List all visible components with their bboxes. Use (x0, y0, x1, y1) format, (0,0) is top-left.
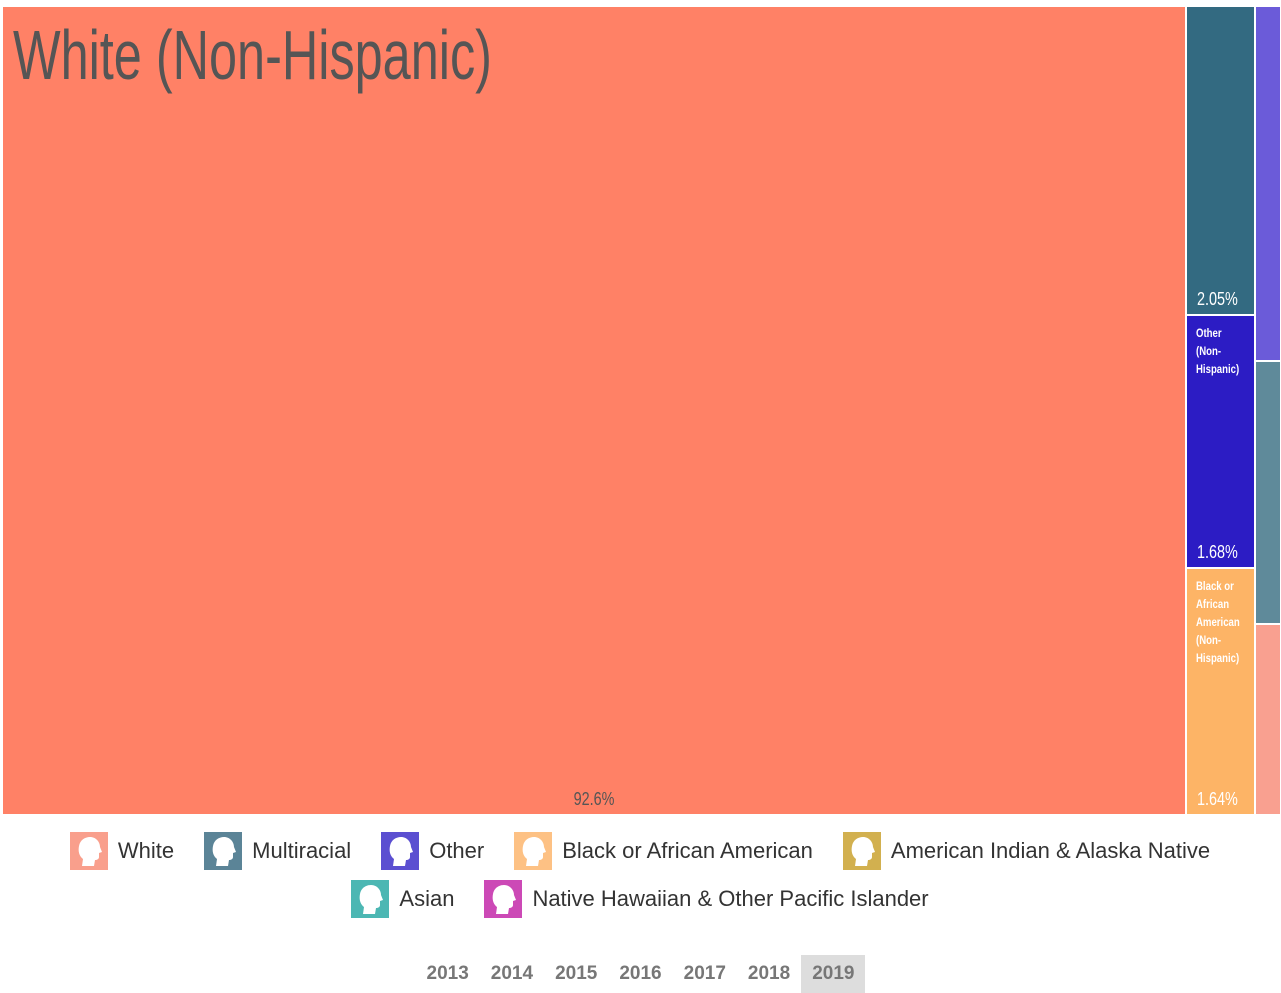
tile-value: 1.64% (1197, 788, 1239, 809)
legend-head (522, 837, 547, 866)
legend-item[interactable]: Other (381, 832, 484, 870)
tile (1255, 623, 1281, 815)
legend-label: Other (429, 838, 485, 863)
tile-label: Other (Non-Hispanic) (1196, 325, 1240, 376)
legend-label: American Indian & Alaska Native (890, 838, 1211, 863)
year-selector: 2013 2014 2015 2016 2017 2018 2019 (0, 955, 1281, 993)
legend-item[interactable]: Black or African American (514, 832, 813, 870)
legend-head (78, 837, 102, 866)
year-button[interactable]: 2016 (619, 963, 662, 984)
legend-icon (69, 832, 108, 870)
legend-label: White (117, 838, 175, 863)
legend-icon (204, 832, 243, 870)
tile: Black or African American (Non-Hispanic)… (1186, 567, 1256, 815)
legend-icon (484, 880, 523, 918)
treemap: White (Non-Hispanic) 92.6% 2.05% Other (Non… (2, 6, 1281, 815)
legend-icon (351, 880, 390, 918)
legend-label: Black or African American (562, 838, 813, 863)
tile-value: 1.68% (1197, 541, 1239, 562)
legend-item[interactable]: White (69, 832, 175, 870)
tile (1255, 6, 1281, 361)
tile-label: White (Non-Hispanic) (13, 16, 492, 94)
tile (1255, 360, 1281, 624)
legend-label: Multiracial (252, 838, 352, 863)
legend-head (212, 837, 237, 866)
legend-head (493, 885, 517, 914)
tile: White (Non-Hispanic) 92.6% (2, 6, 1187, 815)
legend-item[interactable]: Asian (351, 880, 454, 918)
year-button[interactable]: 2014 (490, 963, 534, 984)
legend-icon (514, 832, 553, 870)
tile-value: 92.6% (573, 789, 615, 809)
legend-item[interactable]: Multiracial (204, 832, 351, 870)
legend-head (360, 885, 384, 914)
tile: 2.05% (1186, 6, 1256, 315)
legend-item[interactable]: Native Hawaiian & Other Pacific Islander (484, 880, 929, 918)
year-button[interactable]: 2015 (555, 963, 598, 984)
legend: White Multiracial Other Black or African Am… (15, 832, 1265, 918)
legend-icon (381, 832, 420, 870)
legend-icon (842, 832, 881, 870)
year-button[interactable]: 2017 (683, 963, 726, 984)
legend-item[interactable]: American Indian & Alaska Native (842, 832, 1211, 870)
year-button[interactable]: 2018 (747, 963, 791, 984)
tile-value: 2.05% (1197, 288, 1239, 309)
legend-head (851, 837, 875, 866)
legend-label: Native Hawaiian & Other Pacific Islander (532, 886, 929, 911)
year-button[interactable]: 2019 (801, 955, 866, 993)
legend-head (389, 837, 414, 866)
legend-label: Asian (399, 886, 455, 911)
tile-label: Black or African American (Non-Hispanic) (1196, 578, 1241, 665)
year-button[interactable]: 2013 (426, 963, 469, 984)
tile: Other (Non-Hispanic) 1.68% (1186, 314, 1256, 568)
